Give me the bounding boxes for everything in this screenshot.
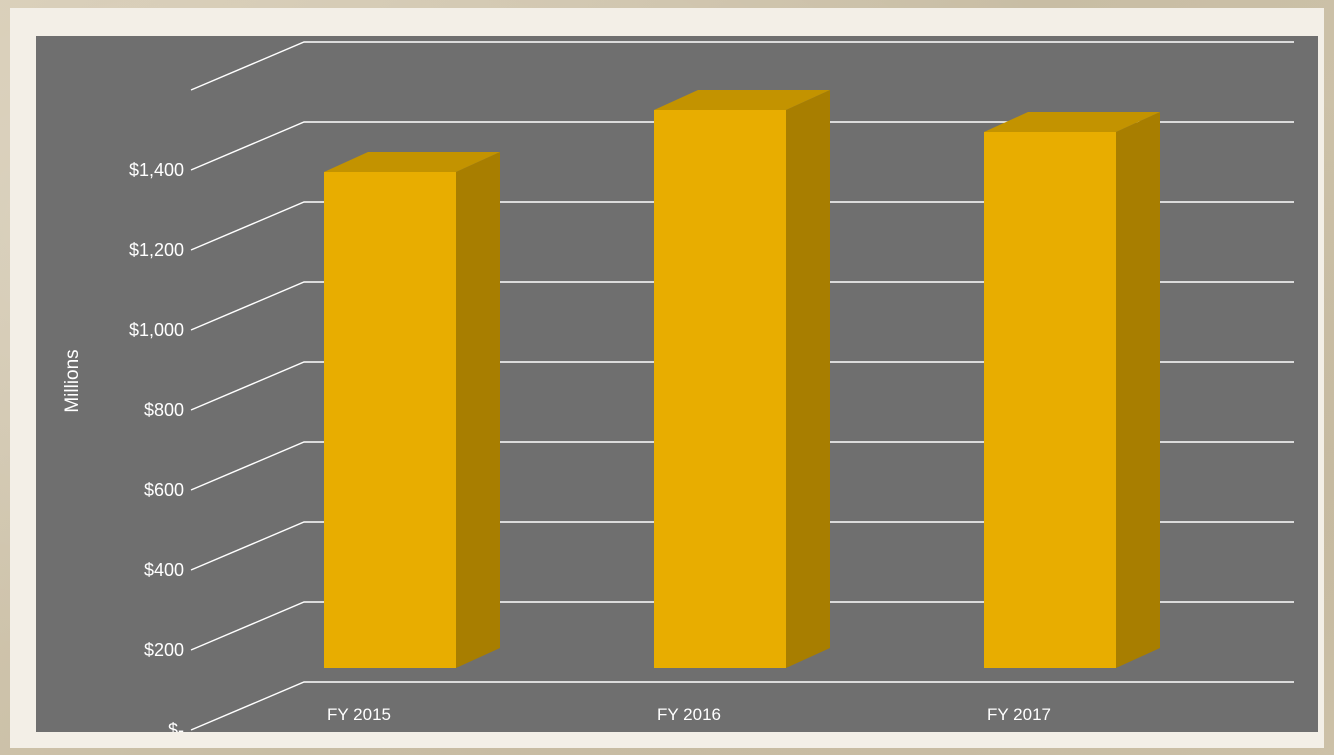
y-tick-label: $1,400 [129,160,184,180]
gridline [190,41,1294,91]
bar [324,172,456,668]
gridline [190,281,1294,331]
y-tick-label: $800 [144,400,184,420]
gridline [190,601,1294,651]
y-axis-title: Millions [62,349,83,412]
x-tick-label: FY 2017 [987,705,1051,724]
bar-side [1116,112,1160,668]
gridline [190,441,1294,491]
x-tick-label: FY 2016 [657,705,721,724]
bar-top [984,112,1160,132]
gridline [190,121,1294,171]
bar-top [654,90,830,110]
x-axis-category-labels: FY 2015 FY 2016 FY 2017 [327,705,1051,724]
y-axis-tick-labels: $- $200 $400 $600 $800 $1,000 $1,200 $1,400 [129,160,184,732]
y-tick-label: $- [168,720,184,732]
gridline [190,201,1294,251]
bars [324,90,1160,668]
y-tick-label: $600 [144,480,184,500]
bar-side [456,152,500,668]
bar-chart: $- $200 $400 $600 $800 $1,000 $1,200 $1,400 FY … [62,41,1294,732]
bar [984,132,1116,668]
chart-panel: $- $200 $400 $600 $800 $1,000 $1,200 $1,400 FY … [36,36,1318,732]
y-tick-label: $400 [144,560,184,580]
y-tick-label: $1,200 [129,240,184,260]
bar-side [786,90,830,668]
y-tick-label: $200 [144,640,184,660]
gridline [190,681,1294,731]
gridline [190,361,1294,411]
bar [654,110,786,668]
gridlines [190,41,1294,731]
x-tick-label: FY 2015 [327,705,391,724]
gridline [190,521,1294,571]
y-tick-label: $1,000 [129,320,184,340]
bar-top [324,152,500,172]
